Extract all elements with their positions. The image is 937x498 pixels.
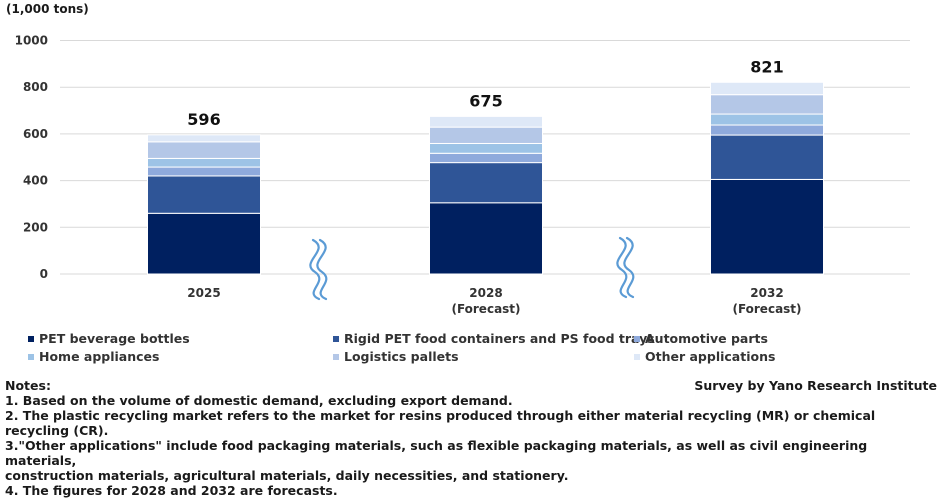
bar-segment — [147, 157, 261, 168]
x-tick-sublabel: (Forecast) — [451, 302, 520, 316]
legend-label: Home appliances — [39, 349, 160, 364]
legend-swatch — [28, 353, 34, 360]
legend-label: Logistics pallets — [344, 349, 459, 364]
axis-break-mark — [309, 238, 321, 301]
bar-segment — [429, 115, 543, 128]
legend-item-home-appliances: Home appliances — [28, 349, 159, 364]
legend-label: Automotive parts — [645, 331, 768, 346]
bar-segment — [710, 113, 824, 126]
note-line-2: 2. The plastic recycling market refers t… — [5, 408, 876, 438]
x-tick-label: 2025 — [187, 286, 220, 300]
chart-legend: PET beverage bottles Rigid PET food cont… — [28, 331, 928, 371]
stacked-bar-chart: 0 200 400 600 800 1000 596 2025 675 2028 (Forecast… — [15, 34, 910, 316]
bar-segment — [429, 202, 543, 275]
bar-segment — [429, 126, 543, 144]
bar-total-label: 675 — [469, 91, 502, 110]
note-line-3: 3."Other applications" include food pack… — [5, 438, 868, 468]
legend-item-other-applications: Other applications — [634, 349, 775, 364]
legend-swatch — [28, 335, 34, 342]
bar-segment — [147, 141, 261, 159]
y-axis-unit-label: (1,000 tons) — [6, 2, 89, 16]
legend-swatch — [333, 335, 339, 342]
legend-item-logistics-pallets: Logistics pallets — [333, 349, 459, 364]
bar-segment — [147, 134, 261, 143]
bar-segment — [147, 175, 261, 214]
bar-segment — [147, 166, 261, 177]
bar-total-label: 821 — [750, 57, 783, 76]
note-line-1: 1. Based on the volume of domestic deman… — [5, 393, 513, 408]
axis-break-mark — [316, 238, 328, 301]
y-tick-label: 0 — [40, 267, 48, 281]
axis-break-mark — [623, 236, 635, 299]
legend-item-automotive-parts: Automotive parts — [634, 331, 768, 346]
bar-segment — [429, 142, 543, 154]
bar-segment — [710, 178, 824, 275]
y-tick-label: 800 — [23, 80, 48, 94]
bar-segment — [710, 81, 824, 96]
notes-heading: Notes: — [5, 378, 51, 393]
y-tick-label: 400 — [23, 174, 48, 188]
bar-segment — [710, 124, 824, 136]
legend-label: PET beverage bottles — [39, 331, 190, 346]
legend-label: Other applications — [645, 349, 776, 364]
y-tick-label: 200 — [23, 220, 48, 234]
legend-swatch — [634, 335, 640, 342]
bar-segment — [429, 162, 543, 204]
bar-segment — [710, 94, 824, 115]
bar-segment — [710, 134, 824, 180]
legend-label: Rigid PET food containers and PS food tr… — [344, 331, 655, 346]
axis-break-mark — [616, 236, 628, 299]
source-credit: Survey by Yano Research Institute — [694, 378, 937, 393]
legend-swatch — [333, 353, 339, 360]
bar-total-label: 596 — [187, 110, 220, 129]
note-line-5: 4. The figures for 2028 and 2032 are for… — [5, 483, 338, 498]
y-tick-label: 600 — [23, 127, 48, 141]
legend-swatch — [634, 353, 640, 360]
y-tick-label: 1000 — [15, 34, 48, 48]
legend-item-pet-beverage-bottles: PET beverage bottles — [28, 331, 190, 346]
x-tick-label: 2028 — [469, 286, 502, 300]
x-tick-sublabel: (Forecast) — [732, 302, 801, 316]
bar-segment — [429, 152, 543, 164]
note-line-4: construction materials, agricultural mat… — [5, 468, 569, 483]
notes-block: Notes: 1. Based on the volume of domesti… — [5, 378, 935, 498]
bar-segment — [147, 212, 261, 275]
x-tick-label: 2032 — [750, 286, 783, 300]
legend-item-rigid-pet-food-containers: Rigid PET food containers and PS food tr… — [333, 331, 655, 346]
